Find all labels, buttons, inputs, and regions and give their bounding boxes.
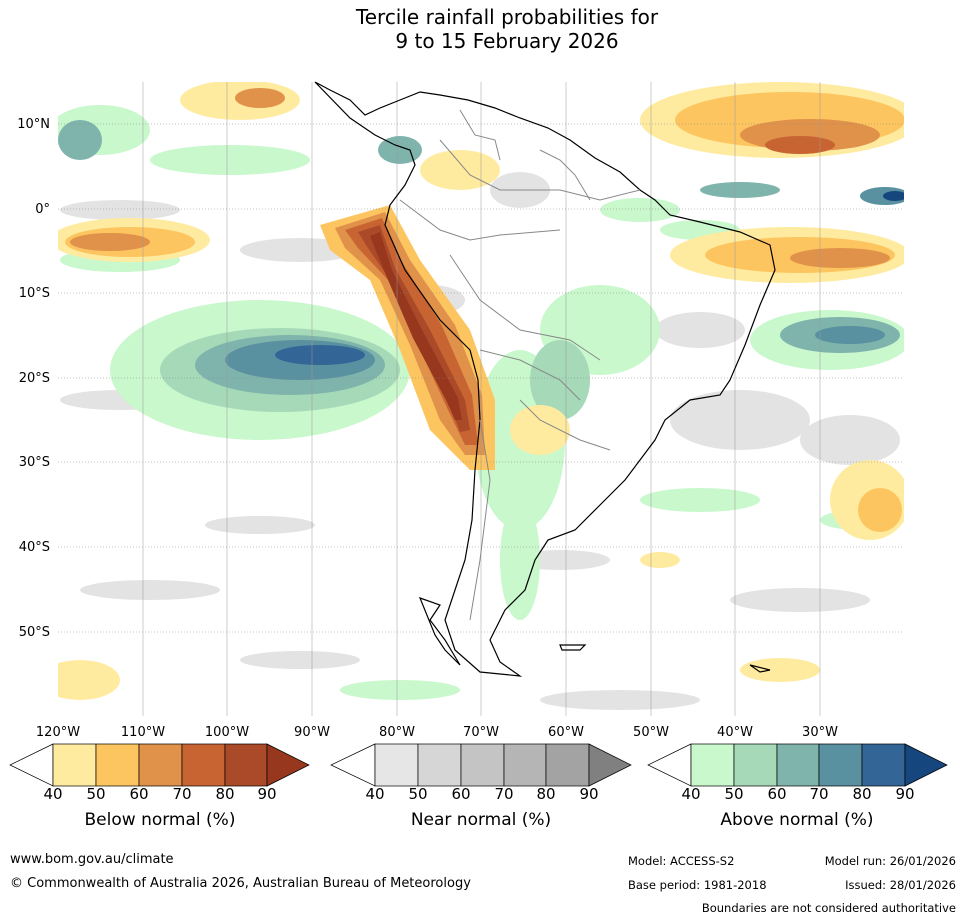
chart-title: Tercile rainfall probabilities for 9 to … <box>0 5 965 53</box>
lon-label: 60°W <box>548 725 584 740</box>
colorbar-tick: 90 <box>257 785 276 803</box>
lon-label: 110°W <box>121 725 165 740</box>
probability-field <box>58 82 904 716</box>
model-name: Model: ACCESS-S2 <box>628 854 735 868</box>
colorbar-tick: 50 <box>86 785 105 803</box>
lon-label: 90°W <box>294 725 330 740</box>
colorbar-segment <box>503 743 547 787</box>
colorbar-segment <box>588 743 632 787</box>
continent-outline <box>314 81 776 677</box>
lon-label: 120°W <box>36 725 80 740</box>
colorbar-tick: 60 <box>767 785 786 803</box>
colorbar-tick: 90 <box>895 785 914 803</box>
copyright-text: © Commonwealth of Australia 2026, Austra… <box>10 876 471 891</box>
colorbar-tick: 80 <box>536 785 555 803</box>
lon-label: 50°W <box>633 725 669 740</box>
colorbar-near <box>330 743 632 787</box>
colorbar-tick: 70 <box>172 785 191 803</box>
colorbar-tick: 50 <box>408 785 427 803</box>
colorbar-segment <box>861 743 906 787</box>
lon-label: 100°W <box>205 725 249 740</box>
colorbar-tick: 40 <box>43 785 62 803</box>
lat-label: 0° <box>35 202 50 217</box>
colorbar-tick: 70 <box>494 785 513 803</box>
colorbar-segment <box>460 743 505 787</box>
colorbar-segment <box>181 743 226 787</box>
colorbar-tick: 70 <box>809 785 828 803</box>
lat-label: 10°S <box>19 286 50 301</box>
lon-label: 70°W <box>463 725 499 740</box>
lat-label: 20°S <box>19 371 50 386</box>
lat-label: 50°S <box>19 625 50 640</box>
colorbar-tick: 60 <box>129 785 148 803</box>
colorbar-segment <box>417 743 462 787</box>
colorbar-segment <box>138 743 183 787</box>
colorbar-segment <box>266 743 310 787</box>
colorbar-segment <box>733 743 778 787</box>
title-line-1: Tercile rainfall probabilities for <box>355 5 659 29</box>
colorbar-tick: 40 <box>681 785 700 803</box>
andes-dry-band <box>320 205 495 470</box>
colorbar-tick: 80 <box>852 785 871 803</box>
lon-label: 40°W <box>717 725 753 740</box>
colorbar-below <box>9 743 310 787</box>
colorbar-above <box>647 743 948 787</box>
colorbar-segment <box>776 743 820 787</box>
colorbar-segment <box>818 743 863 787</box>
colorbar-segment <box>545 743 590 787</box>
colorbar-segment <box>330 743 376 787</box>
colorbar-segment <box>690 743 735 787</box>
website-link[interactable]: www.bom.gov.au/climate <box>10 852 174 867</box>
colorbar-segment <box>224 743 268 787</box>
colorbar-title-near: Near normal (%) <box>411 810 551 830</box>
colorbar-tick: 80 <box>215 785 234 803</box>
map-meridians <box>142 82 821 716</box>
colorbar-segment <box>904 743 948 787</box>
issued-date: Issued: 28/01/2026 <box>845 878 956 892</box>
model-run: Model run: 26/01/2026 <box>824 854 956 868</box>
colorbar-tick: 60 <box>451 785 470 803</box>
colorbar-segment <box>52 743 97 787</box>
lat-label: 30°S <box>19 455 50 470</box>
colorbar-ticks: 40 50 60 70 80 90 40 50 60 70 80 90 40 5… <box>43 785 914 803</box>
near-normal-patches <box>60 172 900 710</box>
lat-label: 40°S <box>19 540 50 555</box>
colorbar-titles: Below normal (%) Near normal (%) Above n… <box>85 810 874 830</box>
disclaimer: Boundaries are not considered authoritat… <box>701 901 956 915</box>
lon-label: 80°W <box>379 725 415 740</box>
colorbar-tick: 40 <box>365 785 384 803</box>
lon-label: 30°W <box>802 725 838 740</box>
lat-label: 10°N <box>17 117 50 132</box>
colorbar-segment <box>9 743 54 787</box>
colorbar-tick: 90 <box>579 785 598 803</box>
colorbar-segment <box>647 743 692 787</box>
colorbar-title-below: Below normal (%) <box>85 810 236 830</box>
title-line-2: 9 to 15 February 2026 <box>395 29 619 53</box>
base-period: Base period: 1981-2018 <box>628 878 767 892</box>
colorbar-tick: 50 <box>724 785 743 803</box>
below-normal-patches <box>58 82 904 700</box>
colorbar-segment <box>95 743 140 787</box>
country-borders <box>399 109 641 621</box>
colorbar-segment <box>374 743 419 787</box>
colorbar-title-above: Above normal (%) <box>720 810 873 830</box>
